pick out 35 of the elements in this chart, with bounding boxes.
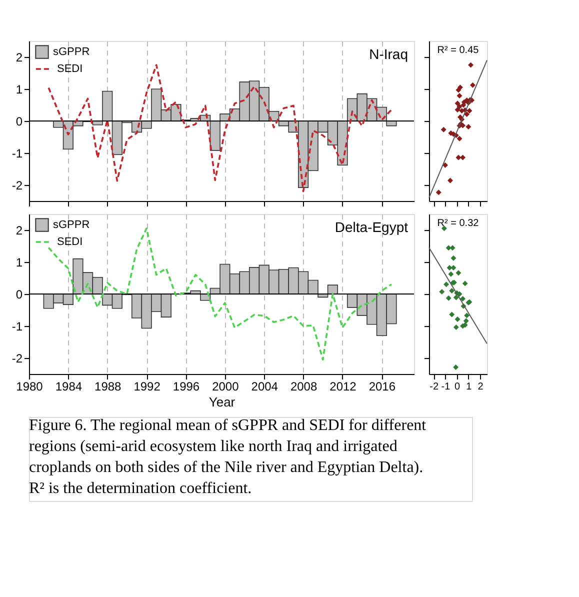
y-tick-label: 0 (16, 288, 23, 302)
x-tick-label: 1988 (94, 380, 122, 394)
caption: Figure 6. The regional mean of sGPPR and SEDI for different regions (semi-arid ecosystem like north Iraq and irrigated croplands on both sides of the Nile river and Egyptian Delta). R² is the determination coefficient. (29, 417, 427, 497)
x-tick-label: 1 (466, 382, 472, 392)
x-tick-label: -1 (441, 382, 451, 392)
chart-title: Delta-Egypt (334, 219, 408, 235)
x-tick-label: 2012 (330, 380, 357, 394)
x-tick-label: 2000 (212, 380, 240, 394)
legend-label: sGPPR (53, 46, 90, 58)
y-tick-label: 2 (16, 224, 23, 238)
legend-label: sGPPR (53, 219, 90, 231)
y-tick-label: 1 (16, 82, 23, 96)
x-tick-label: -2 (430, 382, 440, 392)
y-tick-label: -1 (12, 320, 23, 334)
legend-label: SEDI (57, 63, 83, 75)
annotation: R² = 0.32 (437, 218, 480, 229)
y-tick-label: 2 (16, 50, 23, 64)
x-tick-label: 2 (478, 382, 484, 392)
y-tick-label: 1 (16, 256, 23, 270)
y-tick-label: -2 (12, 178, 23, 192)
x-tick-label: 0 (454, 382, 461, 392)
annotation: R² = 0.45 (437, 45, 480, 56)
x-tick-label: 1992 (134, 380, 161, 394)
chart-title: N-Iraq (369, 46, 408, 62)
x-tick-label: 2016 (368, 380, 396, 394)
y-tick-label: -2 (12, 352, 23, 366)
x-tick-label: 2004 (251, 380, 278, 394)
x-tick-label: 1980 (16, 380, 44, 394)
x-axis-title: Year (208, 394, 236, 410)
x-tick-label: 1984 (55, 380, 82, 394)
y-tick-label: 0 (16, 114, 23, 128)
legend-label: SEDI (57, 236, 83, 248)
x-tick-label: 1996 (172, 380, 200, 394)
y-tick-label: -1 (12, 146, 23, 160)
x-tick-label: 2008 (290, 380, 318, 394)
